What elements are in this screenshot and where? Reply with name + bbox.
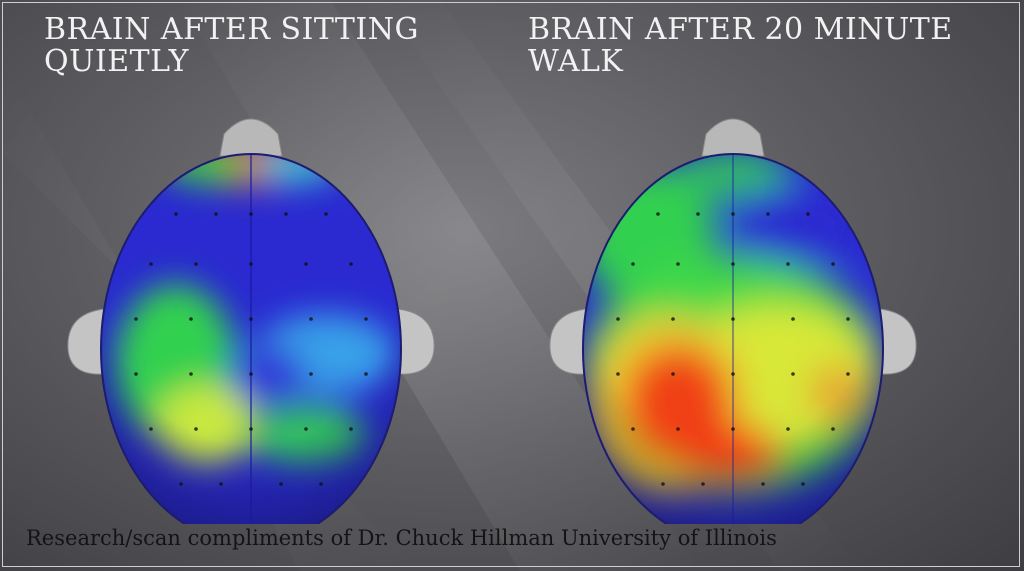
right-title-line1: BRAIN AFTER 20 MINUTE xyxy=(528,12,953,47)
left-title-line2: QUIETLY xyxy=(44,44,189,79)
right-title-line2: WALK xyxy=(528,44,624,79)
brain-scan-walk xyxy=(549,118,917,524)
right-panel-title: BRAIN AFTER 20 MINUTE WALK xyxy=(528,14,953,78)
left-title-line1: BRAIN AFTER SITTING xyxy=(44,12,419,47)
credit-caption: Research/scan compliments of Dr. Chuck H… xyxy=(26,526,777,550)
left-panel-title: BRAIN AFTER SITTING QUIETLY xyxy=(44,14,419,78)
brain-scan-sitting xyxy=(67,118,435,524)
